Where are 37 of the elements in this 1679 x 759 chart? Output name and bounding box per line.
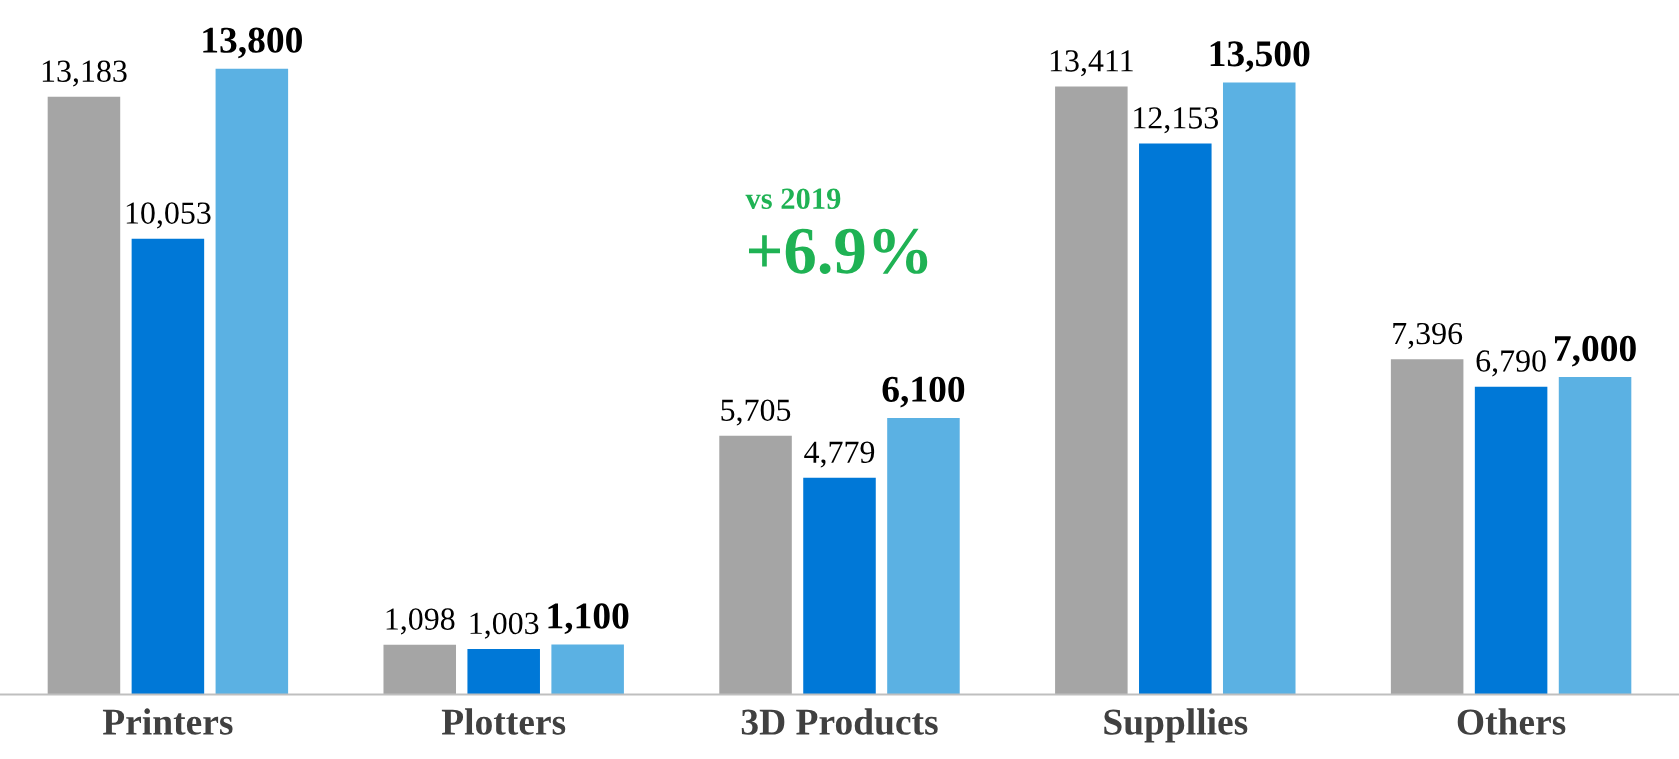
data-label: 1,100 [548, 603, 629, 635]
annotation: vs 2019 [745, 188, 841, 210]
bar [1055, 86, 1128, 695]
data-label: 6,100 [882, 376, 965, 408]
bar [47, 96, 121, 695]
bar [1558, 377, 1632, 695]
bar [887, 417, 960, 695]
data-label: 1,098 [386, 608, 455, 635]
x-tick-label: Plotters [441, 708, 566, 735]
data-label: 7,396 [1393, 322, 1463, 349]
data-label: 13,411 [1050, 50, 1133, 77]
data-label: 12,153 [1134, 107, 1218, 134]
bar [215, 68, 289, 695]
x-tick-label: 3D Products [741, 708, 938, 735]
data-label: 7,000 [1555, 335, 1636, 367]
bar [551, 644, 624, 695]
bar [1474, 386, 1548, 695]
data-label: 6,790 [1476, 350, 1546, 377]
data-label: 10,053 [126, 202, 211, 229]
data-label: 13,183 [42, 60, 127, 87]
x-tick-label: Suppllies [1104, 708, 1248, 743]
data-label: 5,705 [721, 399, 791, 426]
bar [131, 238, 205, 695]
x-tick-label: Others [1457, 708, 1566, 735]
data-label: 1,003 [470, 612, 539, 639]
bar [719, 435, 792, 695]
bar [383, 644, 457, 695]
bar [467, 649, 540, 695]
x-tick-label: Printers [102, 708, 233, 735]
bar [1222, 82, 1296, 695]
bar [1390, 359, 1464, 695]
data-label: 4,779 [804, 441, 875, 468]
data-label: 13,500 [1210, 41, 1310, 72]
bar [1139, 143, 1212, 695]
annotation: +6.9% [749, 228, 928, 274]
data-label: 13,800 [203, 27, 302, 59]
bar [803, 477, 876, 695]
